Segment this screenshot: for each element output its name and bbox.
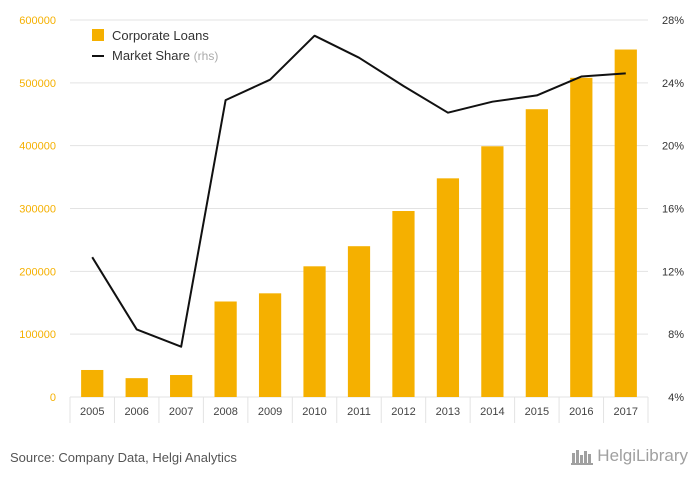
market-share-line: [91, 34, 626, 348]
x-tick-label: 2015: [525, 406, 549, 418]
bar: [436, 178, 460, 397]
x-tick-label: 2017: [614, 406, 638, 418]
legend-rhs-suffix: (rhs): [194, 49, 219, 63]
bar: [570, 77, 593, 397]
bar: [347, 246, 371, 397]
y-left-tick-label: 100000: [19, 329, 56, 341]
bar: [392, 211, 415, 397]
x-tick-label: 2011: [347, 406, 371, 418]
x-tick-label: 2008: [213, 406, 237, 418]
x-tick-label: 2006: [124, 406, 148, 418]
y-right-tick-label: 8%: [668, 329, 684, 341]
library-icon: [571, 450, 594, 465]
bar: [125, 378, 148, 397]
y-left-tick-label: 300000: [19, 204, 56, 216]
x-tick-label: 2013: [436, 406, 460, 418]
bar: [525, 109, 548, 398]
x-tick-label: 2010: [302, 406, 326, 418]
x-tick-label: 2012: [391, 406, 415, 418]
bar: [170, 375, 193, 397]
bar: [214, 301, 237, 397]
y-right-tick-label: 20%: [662, 141, 684, 153]
x-tick-label: 2014: [480, 406, 504, 418]
brand-name: HelgiLibrary: [597, 446, 688, 465]
y-right-tick-label: 24%: [662, 78, 684, 90]
y-left-tick-label: 500000: [19, 78, 56, 90]
legend-swatch-corporate-loans: [92, 29, 104, 41]
x-tick-label: 2016: [569, 406, 593, 418]
y-left-tick-label: 0: [50, 392, 56, 404]
bar: [614, 49, 637, 397]
source-note: Source: Company Data, Helgi Analytics: [10, 450, 237, 465]
legend-label-market-share: Market Share (rhs): [112, 48, 218, 63]
x-tick-label: 2007: [169, 406, 193, 418]
y-right-tick-label: 16%: [662, 204, 684, 216]
y-left-tick-label: 200000: [19, 266, 56, 278]
y-right-tick-label: 4%: [668, 392, 684, 404]
brand-logo: HelgiLibrary: [571, 446, 688, 466]
y-right-tick-label: 28%: [662, 15, 684, 27]
combo-chart: 0 100000 200000 300000 400000 500000 600000 4% 8…: [19, 15, 684, 423]
x-tick-label: 2005: [80, 406, 104, 418]
bar: [81, 369, 104, 397]
bar: [258, 293, 282, 397]
x-tick-label: 2009: [258, 406, 282, 418]
y-left-tick-label: 600000: [19, 15, 56, 27]
bar: [303, 266, 326, 397]
y-right-tick-label: 12%: [662, 266, 684, 278]
bar: [481, 146, 504, 397]
legend-label-corporate-loans: Corporate Loans: [112, 28, 209, 43]
y-left-tick-label: 400000: [19, 141, 56, 153]
